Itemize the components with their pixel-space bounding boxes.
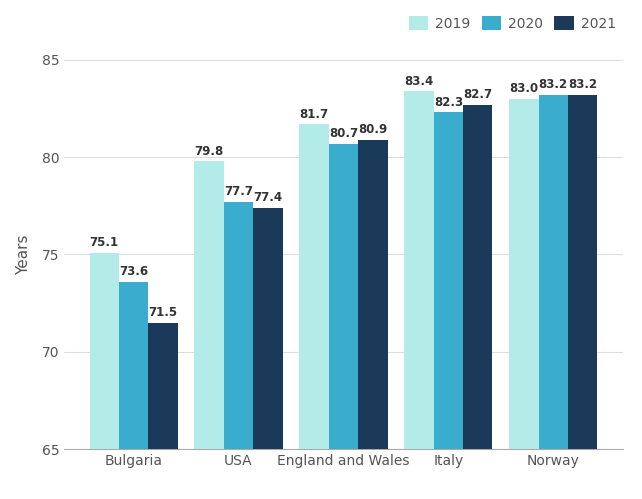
Bar (148, 322, 178, 449)
Bar (195, 161, 224, 449)
Legend: 2019, 2020, 2021: 2019, 2020, 2021 (409, 16, 616, 31)
Bar (299, 124, 329, 449)
Text: 77.7: 77.7 (224, 186, 253, 199)
Bar (509, 99, 539, 449)
Text: 83.2: 83.2 (539, 78, 568, 91)
Text: 75.1: 75.1 (90, 236, 119, 249)
Text: 83.2: 83.2 (568, 78, 597, 91)
Bar (404, 91, 434, 449)
Bar (434, 112, 463, 449)
Text: 73.6: 73.6 (119, 265, 148, 278)
Text: 79.8: 79.8 (195, 145, 224, 158)
Text: 80.7: 80.7 (329, 127, 358, 140)
Text: 83.4: 83.4 (404, 74, 433, 87)
Y-axis label: Years: Years (15, 234, 31, 275)
Bar (90, 252, 119, 449)
Bar (253, 208, 282, 449)
Text: 81.7: 81.7 (300, 108, 329, 121)
Text: 82.7: 82.7 (463, 88, 492, 101)
Bar (568, 95, 597, 449)
Text: 71.5: 71.5 (148, 306, 178, 319)
Bar (329, 144, 358, 449)
Bar (358, 140, 388, 449)
Bar (463, 105, 492, 449)
Bar (539, 95, 568, 449)
Text: 77.4: 77.4 (254, 191, 282, 204)
Text: 80.9: 80.9 (358, 123, 388, 136)
Text: 83.0: 83.0 (509, 82, 539, 95)
Text: 82.3: 82.3 (434, 96, 463, 109)
Bar (119, 282, 148, 449)
Bar (224, 202, 253, 449)
